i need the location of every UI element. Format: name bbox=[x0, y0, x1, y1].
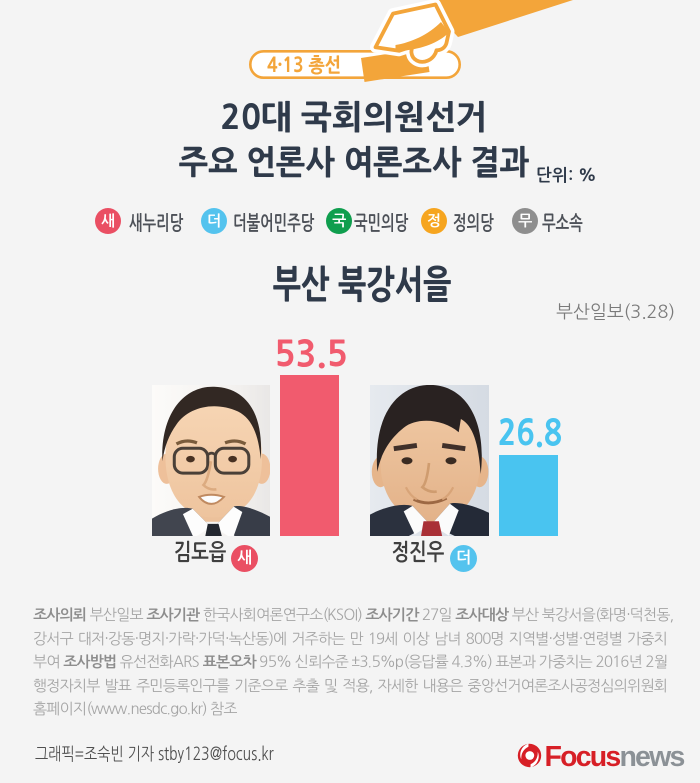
svg-text:Focusnews: Focusnews bbox=[545, 741, 685, 772]
